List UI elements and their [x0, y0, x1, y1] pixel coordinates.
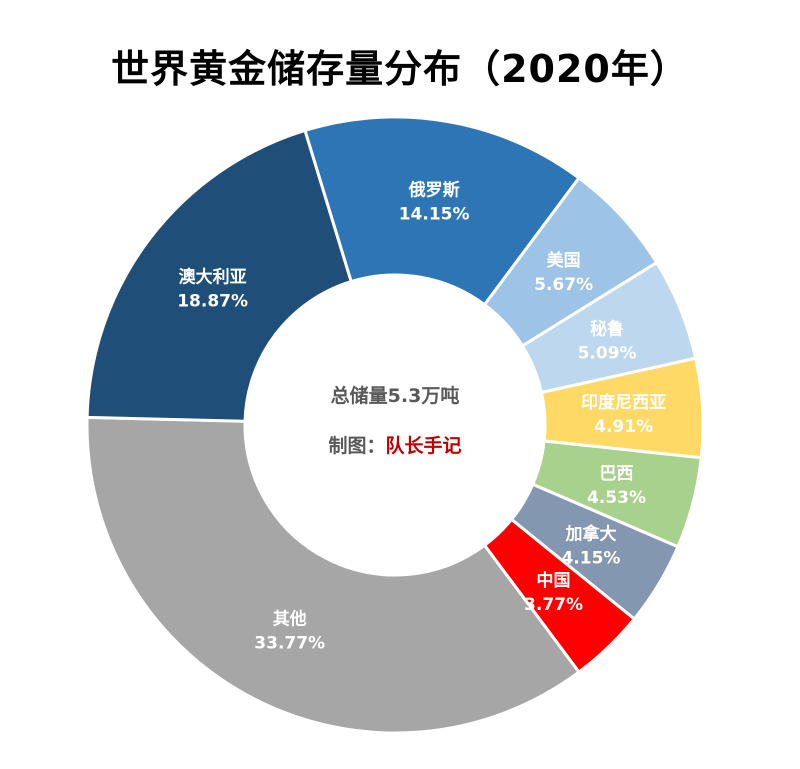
slice-name-label: 其他 — [273, 608, 307, 629]
slice-name-label: 加拿大 — [564, 523, 616, 544]
slice-8 — [85, 128, 354, 423]
slice-name-label: 澳大利亚 — [179, 267, 247, 288]
center-credit: 制图：队长手记 — [328, 434, 461, 457]
slice-name-label: 秘鲁 — [590, 319, 624, 340]
slice-value-label: 18.87% — [177, 292, 248, 312]
slice-value-label: 4.15% — [561, 548, 620, 568]
center-total-label: 总储量5.3万吨 — [331, 384, 460, 407]
slice-name-label: 印度尼西亚 — [581, 392, 666, 413]
slice-value-label: 3.77% — [524, 595, 583, 615]
slice-7 — [85, 415, 582, 735]
slice-name-label: 中国 — [537, 570, 571, 591]
slice-value-label: 14.15% — [399, 204, 470, 224]
chart-title: 世界黄金储存量分布（2020年） — [111, 47, 689, 91]
credit-prefix: 制图： — [328, 434, 385, 457]
slice-name-label: 俄罗斯 — [408, 179, 460, 200]
slice-name-label: 美国 — [547, 250, 581, 271]
slice-value-label: 4.53% — [587, 488, 646, 508]
slice-0 — [303, 115, 582, 307]
slice-name-label: 巴西 — [600, 464, 634, 484]
slice-value-label: 5.09% — [578, 344, 637, 364]
slice-value-label: 5.67% — [534, 275, 593, 295]
slice-value-label: 33.77% — [254, 633, 325, 653]
donut-slices — [85, 115, 705, 735]
credit-name: 队长手记 — [386, 434, 462, 457]
slice-value-label: 4.91% — [594, 417, 653, 437]
slice-labels: 俄罗斯 14.15% 美国 5.67% 秘鲁 5.09% 印度尼西亚 4.91% 巴西 4.53%… — [177, 179, 666, 653]
